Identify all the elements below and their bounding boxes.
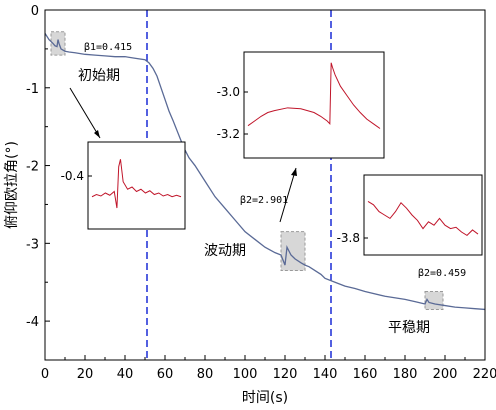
x-tick-label: 80	[197, 367, 214, 382]
beta2-wave-label: β2=2.901	[240, 195, 288, 206]
inset-stable-frame	[363, 174, 483, 256]
stage-label-initial: 初始期	[78, 67, 120, 84]
inset-stable-line	[367, 200, 479, 237]
series-layer	[44, 32, 486, 311]
inset-wave-line	[247, 62, 381, 129]
x-tick-label: 40	[117, 367, 134, 382]
x-tick-label: 0	[41, 367, 49, 382]
y-axis-title: 俯仰欧拉角(°)	[4, 141, 20, 229]
y-tick-label: 0	[31, 4, 39, 19]
series-line-main	[44, 32, 486, 311]
x-tick-label: 160	[353, 367, 378, 382]
x-tick-label: 140	[313, 367, 338, 382]
inset-wave: -3.0 -3.2	[217, 51, 385, 159]
annotation-arrow-wave	[279, 167, 297, 223]
y-tick-label: -1	[26, 82, 39, 97]
inset-wave-tick-label-2: -3.2	[217, 127, 240, 141]
inset-initial-frame	[87, 141, 186, 230]
inset-initial-line	[91, 159, 182, 209]
stage-label-stable: 平稳期	[388, 320, 430, 336]
axis-ticks: 0 20 40 60 80 100 120 140 160 180 200 220 0 -1 -2 -3 -4	[26, 4, 496, 382]
x-tick-label: 220	[473, 367, 496, 382]
inset-wave-tick-label-1: -3.0	[217, 85, 240, 99]
y-tick-label: -4	[26, 315, 39, 330]
beta1-label: β1=0.415	[84, 42, 132, 53]
y-tick-label: -3	[26, 237, 39, 252]
x-tick-label: 120	[273, 367, 298, 382]
annotation-arrowhead-initial	[94, 130, 100, 138]
beta2-stable-label: β2=0.459	[418, 268, 466, 279]
x-tick-label: 200	[433, 367, 458, 382]
annotation-arrowhead-wave	[291, 168, 297, 176]
x-tick-label: 180	[393, 367, 418, 382]
x-tick-label: 20	[77, 367, 94, 382]
stage-label-wave: 波动期	[204, 243, 246, 259]
x-tick-label: 100	[233, 367, 258, 382]
inset-stable-tick-label: -3.8	[337, 231, 360, 245]
annotation-arrow-initial	[69, 87, 101, 139]
inset-initial: -0.4	[61, 141, 186, 230]
y-tick-label: -2	[26, 160, 39, 175]
inset-wave-frame	[243, 51, 385, 159]
x-tick-label: 60	[157, 367, 174, 382]
x-axis-title: 时间(s)	[242, 390, 288, 406]
inset-stable: -3.8	[337, 174, 483, 256]
inset-initial-tick-label: -0.4	[61, 169, 84, 183]
